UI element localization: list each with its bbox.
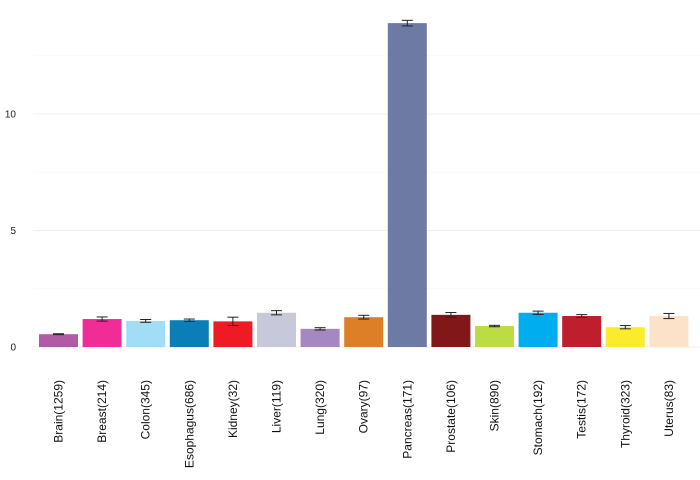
y-tick-label: 10 xyxy=(5,110,17,121)
error-bar xyxy=(489,324,500,328)
x-category-label: Kidney(32) xyxy=(226,380,240,438)
bar xyxy=(257,312,296,347)
x-category-label: Ovary(97) xyxy=(357,380,371,433)
x-category-label: Brain(1259) xyxy=(52,380,66,443)
bar xyxy=(169,320,209,347)
error-bar xyxy=(532,310,544,315)
error-bar xyxy=(227,316,239,327)
bars xyxy=(39,23,689,347)
error-bar xyxy=(619,325,631,330)
bar xyxy=(562,316,602,347)
x-category-label: Stomach(192) xyxy=(531,380,545,455)
error-bars xyxy=(53,19,675,336)
bar xyxy=(126,320,166,347)
x-axis-category-labels: Brain(1259) Breast(214) Colon(345) Esophagu… xyxy=(52,380,676,468)
x-category-label: Testis(172) xyxy=(575,380,589,439)
x-category-label: Esophagus(686) xyxy=(182,380,196,468)
x-category-label: Breast(214) xyxy=(95,380,109,443)
error-bar xyxy=(576,314,588,318)
error-bar xyxy=(445,312,457,318)
x-category-label: Colon(345) xyxy=(139,380,153,439)
x-category-label: Skin(890) xyxy=(488,380,502,431)
error-bar xyxy=(96,316,108,322)
bar xyxy=(387,23,427,347)
bar xyxy=(431,314,471,347)
bar xyxy=(300,328,340,347)
bar xyxy=(649,316,689,347)
x-category-label: Prostate(106) xyxy=(444,380,458,453)
bar xyxy=(518,312,558,347)
y-tick-label: 0 xyxy=(10,343,16,354)
error-bar xyxy=(140,319,152,323)
gridlines xyxy=(33,55,700,348)
x-category-label: Liver(119) xyxy=(270,380,284,433)
bar xyxy=(82,319,122,347)
x-category-label: Thyroid(323) xyxy=(618,380,632,448)
error-bar xyxy=(358,314,370,320)
x-category-label: Lung(320) xyxy=(313,380,327,435)
bar xyxy=(344,317,384,347)
bar xyxy=(39,334,78,347)
bar xyxy=(605,327,645,347)
error-bar xyxy=(53,333,64,336)
error-bar xyxy=(663,312,675,320)
y-axis-tick-labels: 0 5 10 xyxy=(5,110,17,354)
error-bar xyxy=(401,19,413,27)
error-bar xyxy=(183,318,195,322)
x-category-label: Uterus(83) xyxy=(662,380,676,437)
error-bar xyxy=(271,310,282,316)
x-category-label: Pancreas(171) xyxy=(400,380,414,459)
error-bar xyxy=(314,327,326,331)
y-tick-label: 5 xyxy=(10,226,16,237)
bar xyxy=(475,326,514,347)
